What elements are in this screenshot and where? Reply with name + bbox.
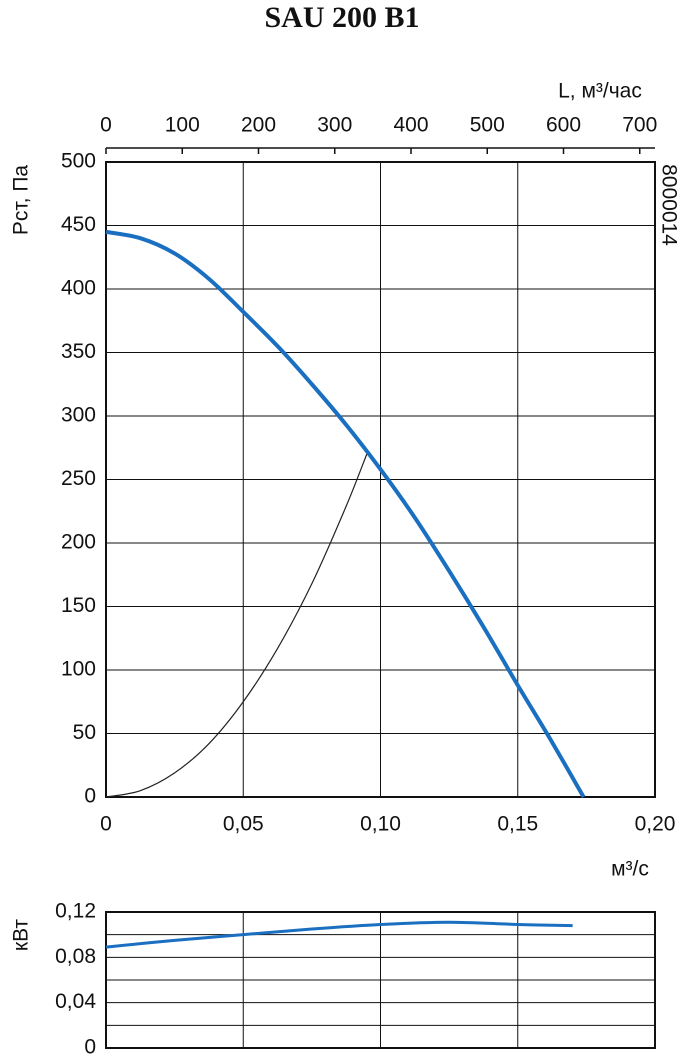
x2-tick-label: 500 — [470, 114, 505, 137]
y-tick-label: 400 — [61, 277, 96, 300]
y-axis-label: кВт — [10, 919, 33, 951]
x2-tick-label: 0 — [100, 114, 112, 137]
x2-tick-label: 400 — [393, 114, 428, 137]
y-tick-label: 0 — [84, 785, 96, 808]
x2-tick-label: 200 — [241, 114, 276, 137]
x-axis-label: м³/с — [611, 858, 649, 881]
x-tick-label: 0,10 — [360, 813, 401, 836]
y-tick-label: 150 — [61, 594, 96, 617]
x2-tick-label: 700 — [622, 114, 657, 137]
y-tick-label: 300 — [61, 404, 96, 427]
y-tick-label: 500 — [61, 150, 96, 173]
y-axis-label: Pст, Па — [10, 165, 33, 236]
y-tick-label: 350 — [61, 340, 96, 363]
x-tick-label: 0 — [100, 813, 112, 836]
y-tick-label: 0 — [84, 1036, 96, 1059]
x2-tick-label: 600 — [546, 114, 581, 137]
x2-tick-label: 300 — [317, 114, 352, 137]
y-tick-label: 250 — [61, 467, 96, 490]
plot-frame — [105, 911, 656, 1049]
y-tick-label: 200 — [61, 531, 96, 554]
series-line — [105, 453, 368, 798]
y-tick-label: 0,08 — [55, 945, 96, 968]
x2-axis-label: L, м³/час — [558, 80, 642, 103]
series-line — [105, 920, 573, 949]
plot-frame — [105, 161, 656, 798]
series-line — [105, 229, 586, 798]
x2-tick-label: 100 — [165, 114, 200, 137]
code-annotation: 8000014 — [657, 164, 680, 246]
x-tick-label: 0,20 — [635, 813, 676, 836]
x-tick-label: 0,15 — [497, 813, 538, 836]
x-tick-label: 0,05 — [223, 813, 264, 836]
y-tick-label: 0,04 — [55, 990, 96, 1013]
y-tick-label: 0,12 — [55, 900, 96, 923]
y-tick-label: 100 — [61, 658, 96, 681]
y-tick-label: 450 — [61, 213, 96, 236]
y-tick-label: 50 — [73, 721, 96, 744]
chart-title: SAU 200 B1 — [264, 1, 419, 34]
